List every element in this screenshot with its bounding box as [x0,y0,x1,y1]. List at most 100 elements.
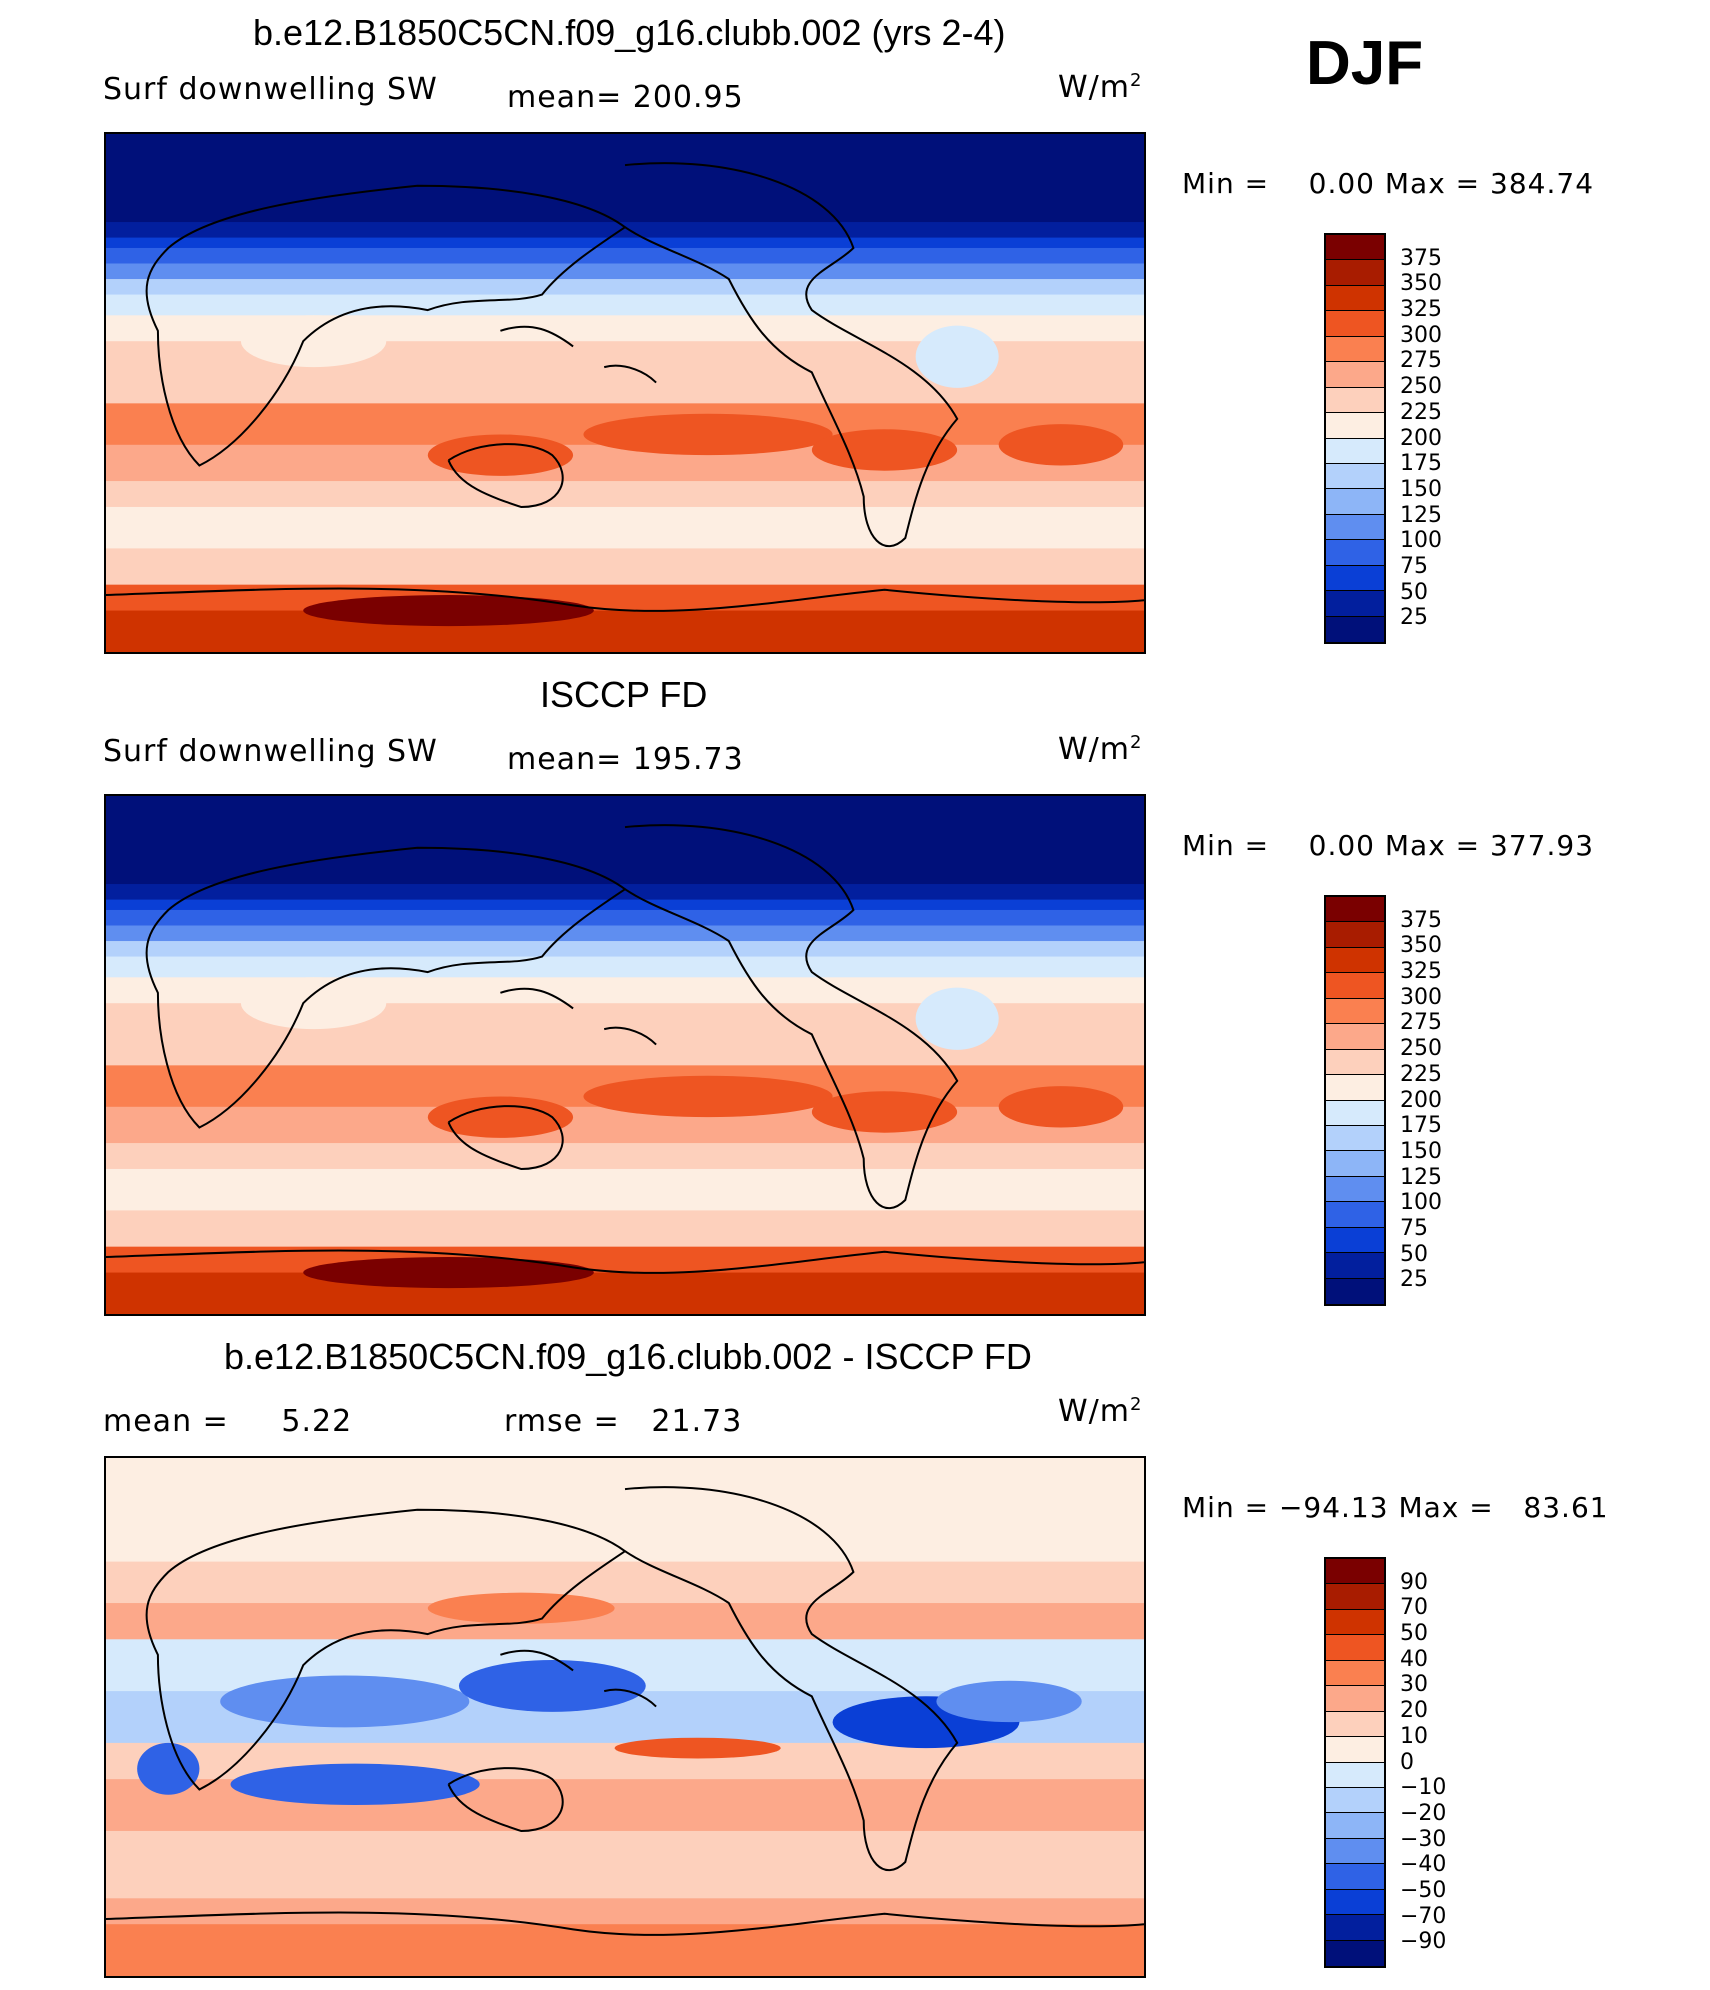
field-anomaly [427,1592,615,1624]
colorbar-tick-label: 350 [1400,933,1442,959]
panel-3-minmax: Min = −94.13 Max = 83.61 [1182,1491,1609,1524]
field-band [106,1830,1144,1900]
colorbar-tick-label: 350 [1400,271,1442,297]
field-band [106,222,1144,239]
colorbar-tick-label: 225 [1400,399,1442,425]
panel-2-minmax: Min = 0.00 Max = 377.93 [1182,829,1595,862]
field-band [106,294,1144,317]
map-field [106,1458,1144,1976]
colorbar-swatch [1326,591,1384,617]
field-band [106,444,1144,483]
field-band [106,610,1144,652]
field-anomaly [915,987,999,1050]
colorbar-tick-label: −90 [1400,1929,1447,1955]
panel-1-variable-label: Surf downwelling SW [103,72,438,107]
colorbar-swatch [1326,973,1384,999]
field-band [106,506,1144,550]
field-anomaly [583,1075,833,1118]
coastline [624,1486,959,1872]
colorbar-swatch [1326,897,1384,923]
field-band [106,1168,1144,1212]
colorbar-tick-label: 250 [1400,1036,1442,1062]
panel-2-variable-label: Surf downwelling SW [103,734,438,769]
field-anomaly [998,424,1124,466]
colorbar-tick-label: 25 [1400,1267,1428,1293]
field-anomaly [303,595,594,627]
colorbar-swatch [1326,1838,1384,1865]
field-band [106,884,1144,901]
colorbar-swatch [1326,947,1384,974]
colorbar-swatch [1326,1813,1384,1839]
field-anomaly [427,1096,574,1138]
colorbar-swatch [1326,387,1384,414]
colorbar-swatch [1326,565,1384,592]
coastline [500,987,657,1046]
colorbar-swatch [1326,1686,1384,1712]
coastline [447,1105,564,1171]
colorbar-tick-label: −10 [1400,1775,1447,1801]
field-band [106,1561,1144,1605]
colorbar-tick-label: −20 [1400,1800,1447,1826]
colorbar-swatch [1326,1584,1384,1610]
coastline [106,1249,1144,1274]
field-band [106,1272,1144,1314]
colorbar-tick-label: 90 [1400,1569,1428,1595]
panel-3-unit: W/m2 [1058,1394,1143,1429]
colorbar-tick-label: 275 [1400,348,1442,374]
panel-1-minmax: Min = 0.00 Max = 384.74 [1182,167,1595,200]
colorbar-tick-label: 225 [1400,1061,1442,1087]
field-band [106,956,1144,979]
colorbar-swatch [1326,463,1384,490]
colorbar-tick-label: 30 [1400,1672,1428,1698]
colorbar-swatch [1326,540,1384,566]
colorbar-tick-label: 175 [1400,1113,1442,1139]
colorbar-swatch [1326,1125,1384,1152]
colorbar-tick-label: 100 [1400,1190,1442,1216]
colorbar-swatch [1326,1737,1384,1763]
colorbar-tick-label: 375 [1400,907,1442,933]
field-band [106,1143,1144,1170]
colorbar-swatch [1326,1253,1384,1279]
colorbar-swatch [1326,1278,1384,1304]
panel-2-unit: W/m2 [1058,732,1143,767]
colorbar-swatch [1326,260,1384,286]
field-anomaly [811,1091,958,1133]
colorbar-swatch [1326,285,1384,312]
colorbar-tick-label: 125 [1400,1164,1442,1190]
colorbar-tick-label: 25 [1400,605,1428,631]
colorbar-tick-label: 325 [1400,297,1442,323]
field-band [106,1210,1144,1248]
field-anomaly [458,1660,646,1712]
colorbar-tick-label: 375 [1400,245,1442,271]
colorbar-tick-label: 250 [1400,374,1442,400]
colorbar-tick-label: 325 [1400,959,1442,985]
colorbar-swatch [1326,1609,1384,1636]
panel-1-mean-label: mean= 200.95 [507,80,744,115]
field-band [106,247,1144,265]
colorbar-tick-label: −30 [1400,1826,1447,1852]
colorbar-swatch [1326,1202,1384,1228]
field-anomaly [583,413,833,456]
field-band [106,263,1144,281]
map-field [106,134,1144,652]
colorbar-swatch [1326,1151,1384,1177]
colorbar-swatch [1326,1864,1384,1890]
coastline [145,846,627,1129]
field-band [106,941,1144,958]
colorbar-swatch [1326,1915,1384,1941]
colorbar-swatch [1326,1176,1384,1203]
colorbar-tick-label: 125 [1400,502,1442,528]
colorbar-swatch [1326,1711,1384,1738]
colorbar-swatch [1326,235,1384,261]
coastline [145,184,627,467]
field-anomaly [230,1763,480,1806]
colorbar-swatch [1326,1227,1384,1254]
colorbar-swatch [1326,1635,1384,1661]
field-band [106,1458,1144,1563]
colorbar-tick-label: 70 [1400,1595,1428,1621]
field-band [106,134,1144,224]
colorbar-swatch [1326,514,1384,541]
field-band [106,1603,1144,1641]
field-anomaly [220,1675,470,1728]
panel-3-title: b.e12.B1850C5CN.f09_g16.clubb.002 - ISCC… [224,1336,1032,1377]
